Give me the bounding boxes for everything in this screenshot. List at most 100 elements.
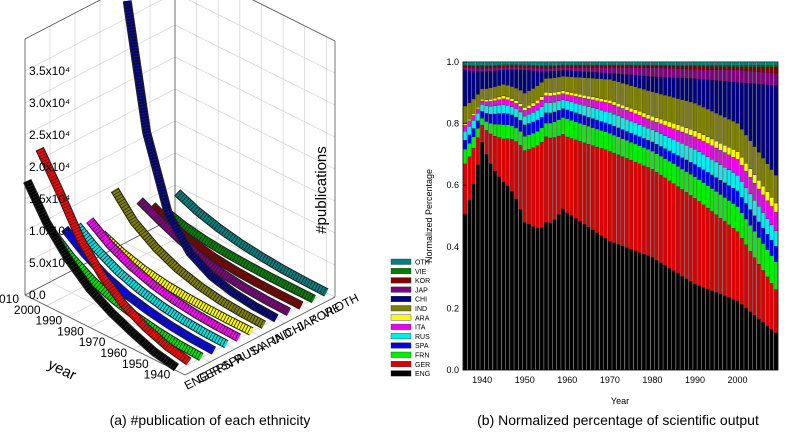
bar-segment-jap xyxy=(671,68,676,78)
bar-segment-frn xyxy=(573,121,578,141)
bar-segment-frn xyxy=(769,255,774,284)
bar-segment-frn xyxy=(569,120,574,139)
bar-segment-ita xyxy=(582,98,587,106)
bar-segment-ger xyxy=(505,138,510,186)
bar-segment-jap xyxy=(509,66,514,70)
bar-segment-kor xyxy=(463,65,468,68)
bar-segment-ara xyxy=(744,163,749,172)
bar-segment-rus xyxy=(735,175,740,191)
bar-segment-ger xyxy=(488,133,493,164)
bar-segment-oth xyxy=(471,61,476,66)
bar-segment-chi xyxy=(654,76,659,94)
bar-segment-ita xyxy=(475,108,480,114)
bar-segment-eng xyxy=(718,293,723,371)
bar-segment-ara xyxy=(727,147,732,155)
bar-segment-oth xyxy=(701,61,706,66)
bar-segment-frn xyxy=(654,153,659,173)
bar-segment-rus xyxy=(505,105,510,114)
bar-segment-kor xyxy=(480,66,485,69)
bar-segment-frn xyxy=(697,179,702,202)
bar-segment-oth xyxy=(752,61,757,66)
bar-segment-ita xyxy=(629,111,634,122)
legend-label-ind: IND xyxy=(415,306,427,313)
box-edge xyxy=(184,296,336,376)
x-tick-label: 1980 xyxy=(642,375,662,385)
bar-segment-ind xyxy=(573,76,578,94)
bar-segment-ind xyxy=(561,76,565,91)
bar-segment-frn xyxy=(522,136,527,151)
bar-segment-kor xyxy=(680,66,685,69)
bar-segment-rus xyxy=(480,104,485,112)
legend-swatch-spa xyxy=(390,342,412,349)
bar-segment-spa xyxy=(633,134,638,145)
bar-segment-ita xyxy=(467,120,472,127)
bar-segment-jap xyxy=(484,68,489,72)
bar-segment-spa xyxy=(752,215,757,232)
bar-segment-oth xyxy=(705,61,710,66)
ribbon-ger xyxy=(36,147,191,365)
bar-segment-ita xyxy=(684,133,689,146)
bar-segment-frn xyxy=(684,171,689,193)
bar-segment-rus xyxy=(710,159,714,175)
bar-segment-chi xyxy=(701,79,706,108)
bar-segment-spa xyxy=(765,234,770,250)
bar-segment-spa xyxy=(727,185,732,201)
z-tick-label: 0.0 xyxy=(29,288,46,302)
bar-segment-oth xyxy=(463,61,468,66)
bar-segment-chi xyxy=(718,80,723,116)
bar-segment-chi xyxy=(761,84,766,159)
bar-segment-spa xyxy=(769,240,774,256)
bar-segment-vie xyxy=(676,64,680,67)
bar-segment-frn xyxy=(590,127,595,146)
bar-segment-ind xyxy=(697,104,702,133)
bar-segment-ara xyxy=(765,191,770,201)
bar-segment-ger xyxy=(475,137,480,165)
bar-segment-jap xyxy=(735,69,740,83)
bar-segment-ara xyxy=(569,92,574,96)
bar-segment-ind xyxy=(748,140,753,170)
bar-segment-kor xyxy=(684,66,689,70)
bar-segment-eng xyxy=(505,185,510,371)
bar-segment-ara xyxy=(514,100,519,104)
bar-segment-vie xyxy=(641,64,646,67)
stacked-bar-chart: 0.0 0.2 0.4 0.6 0.8 1.0 1940 1950 1960 1970 1980 19… xyxy=(424,57,779,406)
bar-segment-vie xyxy=(773,64,778,68)
bar-segment-eng xyxy=(607,241,612,371)
bar-segment-kor xyxy=(475,66,480,69)
legend-label-kor: KOR xyxy=(415,278,430,285)
bar-segment-oth xyxy=(539,61,544,66)
bar-segment-ita xyxy=(497,99,502,106)
ribbon-eng xyxy=(24,179,179,371)
bar-segment-jap xyxy=(471,67,476,72)
bar-segment-kor xyxy=(586,65,591,68)
bar-segment-frn xyxy=(722,197,727,222)
bar-segment-jap xyxy=(620,67,625,75)
bar-segment-eng xyxy=(539,226,544,371)
y-tick-label: 1.0 xyxy=(446,57,459,67)
bar-segment-chi xyxy=(565,70,570,77)
bar-segment-rus xyxy=(667,137,672,152)
y-tick-label: 0.6 xyxy=(446,180,459,190)
bar-segment-oth xyxy=(578,61,583,66)
bar-segment-kor xyxy=(739,66,744,71)
bar-segment-chi xyxy=(569,70,574,77)
bar-segment-spa xyxy=(671,153,676,164)
bar-segment-chi xyxy=(624,74,629,85)
bar-segment-frn xyxy=(765,249,770,278)
bar-segment-jap xyxy=(756,71,761,85)
bar-segment-rus xyxy=(573,102,578,113)
wall-grid-line xyxy=(188,0,336,74)
bar-segment-ita xyxy=(599,101,604,111)
bar-segment-ger xyxy=(471,148,476,185)
bar-segment-frn xyxy=(556,119,561,137)
bar-segment-jap xyxy=(722,69,727,82)
bar-segment-jap xyxy=(488,67,493,72)
bar-segment-ger xyxy=(646,167,651,256)
bar-segment-jap xyxy=(612,67,617,74)
bar-segment-ita xyxy=(739,165,744,182)
bar-segment-ind xyxy=(667,96,672,123)
bar-segment-ind xyxy=(629,85,634,109)
bar-segment-oth xyxy=(620,61,625,66)
bar-segment-ara xyxy=(722,145,727,153)
bar-segment-ara xyxy=(714,140,719,149)
